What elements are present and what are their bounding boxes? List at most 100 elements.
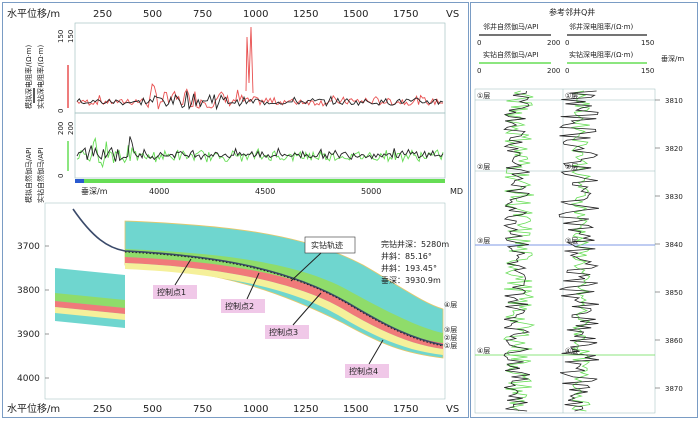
actual-gr-curve (76, 136, 444, 169)
sim-gr-label: 模拟自然伽马/API (24, 148, 33, 203)
svg-text:①层: ①层 (444, 342, 457, 350)
well-info-depth: 完钻井深：5280m (381, 239, 449, 249)
svg-text:150: 150 (641, 39, 654, 47)
h-tick-label: 500 (143, 9, 162, 20)
control-points: 控制点1 控制点2 控制点3 控制点4 (153, 258, 389, 378)
sim-res-curve (76, 91, 444, 111)
section-frame (44, 202, 446, 400)
md-tick-label: 4500 (255, 187, 275, 196)
act-res-legend: 实钻深电阻率/(Ω·m) (569, 50, 633, 59)
ref-depth-tick: 3850 (665, 289, 683, 297)
md-axis-end: MD (450, 187, 463, 196)
sim-res-label: 模拟深电阻率/(Ω·m) (24, 45, 33, 109)
depth-axis-ticks: 3700 3800 3900 4000 (17, 242, 49, 384)
ref-gamma-legend: 邻井自然伽马/API (483, 22, 538, 31)
svg-text:③层: ③层 (565, 237, 578, 245)
top-axis-end: VS (446, 9, 459, 20)
h-tick-label: 1000 (243, 9, 268, 20)
ref-depth-ticks: 3810 3820 3830 3840 3850 3860 3870 (655, 97, 683, 393)
ref-depth-title: 垂深/m (661, 54, 684, 63)
svg-text:③层: ③层 (444, 326, 457, 334)
svg-text:200: 200 (547, 39, 560, 47)
h-tick-label: 250 (93, 404, 112, 415)
ref-legends: 邻井自然伽马/API 0 200 邻井深电阻率/(Ω·m) 0 150 实钻自然… (477, 22, 654, 75)
h-tick-label: 500 (143, 404, 162, 415)
ref-depth-tick: 3830 (665, 193, 683, 201)
act-res-label: 实钻深电阻率/(Ω·m) (36, 45, 45, 109)
svg-text:②层: ②层 (444, 334, 457, 342)
bottom-axis-ticks: 250 500 750 1000 1250 1500 1750 (93, 404, 418, 415)
svg-text:0: 0 (477, 67, 481, 75)
res-scale-max-2: 150 (67, 30, 75, 43)
h-tick-label: 750 (193, 404, 212, 415)
res-spike (245, 26, 254, 94)
res-scale-max: 150 (57, 30, 65, 43)
svg-text:④层: ④层 (565, 347, 578, 355)
h-tick-label: 1250 (293, 404, 318, 415)
md-bar-start (75, 179, 84, 183)
top-axis-ticks: 250 500 750 1000 1250 1500 1750 (93, 9, 418, 20)
well-info-azi: 井斜：193.45° (381, 263, 437, 273)
control-point-1-box (153, 285, 197, 299)
h-tick-label: 1750 (393, 404, 418, 415)
gr-scale-min: 0 (57, 174, 65, 178)
resistivity-track-labels: 模拟深电阻率/(Ω·m) 实钻深电阻率/(Ω·m) 0 150 150 (24, 30, 75, 113)
reference-well-panel: 参考邻井Q井 邻井自然伽马/API 0 200 邻井深电阻率/(Ω·m) 0 1… (470, 2, 698, 418)
svg-text:200: 200 (547, 67, 560, 75)
control-point-4: 控制点4 (349, 366, 378, 376)
section-svg: 水平位移/m 250 500 750 1000 1250 1500 1750 VS 模拟深电… (7, 7, 463, 415)
trajectory-label: 实钻轨迹 (311, 240, 343, 250)
control-point-2-box (221, 299, 265, 313)
log-curves (76, 26, 444, 169)
bottom-axis-title: 水平位移/m (7, 402, 60, 415)
svg-text:0: 0 (477, 39, 481, 47)
control-point-2: 控制点2 (225, 301, 254, 311)
control-point-1: 控制点1 (157, 287, 186, 297)
gamma-track-labels: 模拟自然伽马/API 实钻自然伽马/API 0 200 200 (24, 122, 75, 203)
bottom-axis-end: VS (446, 404, 459, 415)
right-layer-markers: ④层 ③层 ②层 ①层 (444, 301, 457, 350)
h-tick-label: 1750 (393, 9, 418, 20)
ref-layer-lines: ①层 ①层 ②层 ②层 ③层 ③层 ④层 ④层 (475, 92, 655, 356)
act-gamma-legend: 实钻自然伽马/API (483, 50, 538, 59)
actual-res-curve (76, 83, 444, 110)
h-tick-label: 750 (193, 9, 212, 20)
ref-track-frame (474, 88, 656, 414)
h-tick-label: 1500 (343, 9, 368, 20)
ref-neighbor-res (558, 90, 600, 412)
depth-tick-label: 3900 (17, 330, 40, 340)
md-axis-title: 垂深/m (81, 186, 108, 196)
gr-scale-max-2: 200 (67, 122, 75, 135)
h-tick-label: 250 (93, 9, 112, 20)
ref-well-curves (503, 90, 600, 412)
trajectory-label-box (304, 236, 356, 254)
well-info-tvd: 垂深：3930.9m (381, 275, 441, 285)
gamma-track-frame (74, 112, 446, 179)
svg-text:②层: ②层 (477, 163, 490, 171)
ref-actual-gr (503, 90, 536, 412)
svg-text:150: 150 (641, 67, 654, 75)
md-bar (75, 179, 445, 183)
h-tick-label: 1500 (343, 404, 368, 415)
depth-tick-label: 4000 (17, 374, 40, 384)
ref-depth-tick: 3820 (665, 145, 683, 153)
md-tick-label: 5000 (361, 187, 381, 196)
md-tick-label: 4000 (149, 187, 169, 196)
svg-text:②层: ②层 (565, 163, 578, 171)
well-info-incl: 井斜：85.16° (381, 251, 432, 261)
act-gr-label: 实钻自然伽马/API (36, 148, 45, 203)
control-point-4-box (345, 364, 389, 378)
well-info: 完钻井深：5280m 井斜：85.16° 井斜：193.45° 垂深：3930.… (381, 239, 449, 285)
left-layer-block (55, 268, 125, 328)
drilled-trajectory (72, 208, 444, 346)
depth-tick-label: 3700 (17, 242, 40, 252)
gr-scale-max: 200 (57, 122, 65, 135)
ref-depth-tick: 3870 (665, 385, 683, 393)
ref-depth-tick: 3810 (665, 97, 683, 105)
control-point-3-box (265, 325, 309, 339)
trajectory-label-arrow (290, 252, 322, 282)
strata (124, 220, 444, 359)
svg-text:③层: ③层 (477, 237, 490, 245)
ref-well-title: 参考邻井Q井 (549, 7, 595, 17)
svg-text:①层: ①层 (565, 92, 578, 100)
